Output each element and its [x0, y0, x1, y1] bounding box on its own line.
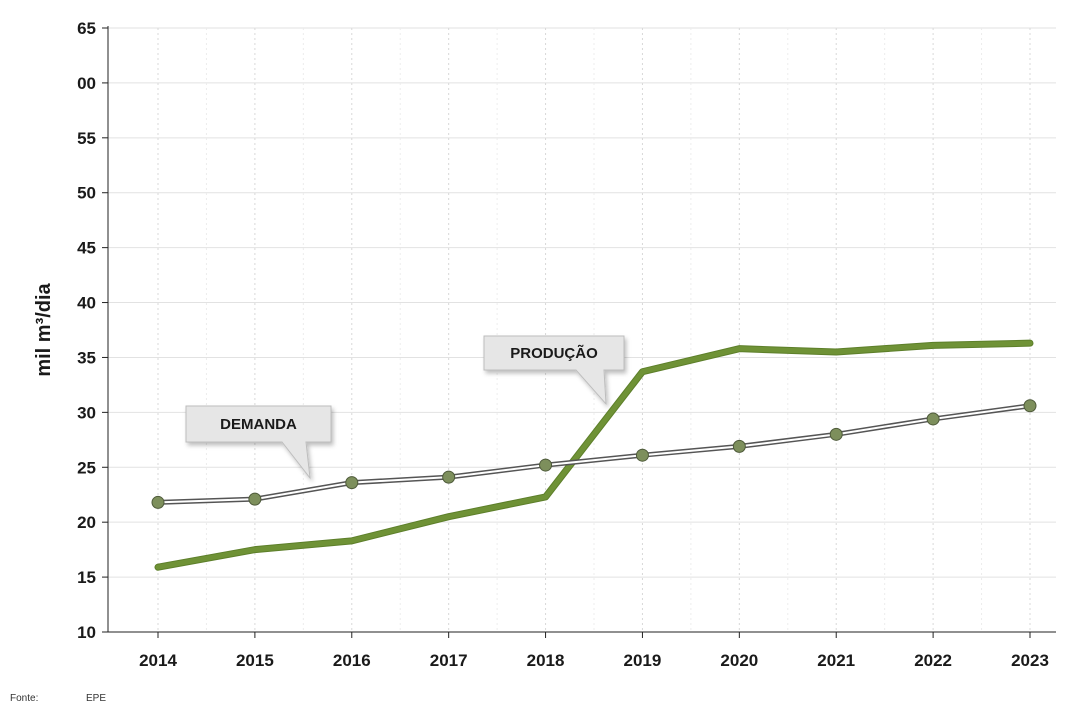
callout-demanda-label: DEMANDA: [220, 416, 297, 433]
axes: [102, 26, 1056, 638]
callout-producao-box: [483, 335, 625, 406]
y-tick-label: 65: [77, 19, 96, 38]
x-tick-label: 2021: [817, 651, 855, 670]
x-axis-ticks: 2014 2015 2016 2017 2018 2019 2020 2021 2022 2023: [139, 651, 1049, 670]
source-label: Fonte:: [10, 693, 39, 704]
x-tick-label: 2018: [527, 651, 565, 670]
callout-producao-label: PRODUÇÃO: [510, 344, 598, 362]
series-point-demanda: [829, 427, 843, 441]
series-point-demanda: [926, 412, 940, 426]
y-axis-label: mil m³/dia: [33, 282, 55, 376]
x-tick-label: 2016: [333, 651, 371, 670]
x-tick-label: 2019: [624, 651, 662, 670]
x-tick-label: 2020: [720, 651, 758, 670]
series-point-demanda: [1023, 399, 1037, 413]
y-tick-label: 50: [77, 184, 96, 203]
y-tick-label: 00: [77, 74, 96, 93]
x-tick-label: 2023: [1011, 651, 1049, 670]
series-line-producao: [155, 340, 1033, 570]
x-tick-label: 2017: [430, 651, 468, 670]
y-tick-label: 30: [77, 403, 96, 422]
series-point-demanda: [539, 458, 553, 472]
callout-demanda: DEMANDA: [185, 405, 332, 480]
series-point-demanda: [635, 448, 649, 462]
series-point-demanda: [442, 470, 456, 484]
series-line-demanda: [157, 404, 1031, 504]
x-tick-label: 2022: [914, 651, 952, 670]
y-axis-ticks: 10 15 20 25 30 35 40 45 50 55 00 65: [77, 19, 96, 642]
x-tick-label: 2014: [139, 651, 177, 670]
y-tick-label: 25: [77, 458, 96, 477]
series-point-demanda: [345, 476, 359, 490]
y-tick-label: 20: [77, 513, 96, 532]
y-tick-label: 15: [77, 568, 96, 587]
series-point-demanda: [732, 439, 746, 453]
y-tick-label: 45: [77, 239, 96, 258]
gridlines: [108, 27, 1056, 632]
y-tick-label: 10: [77, 623, 96, 642]
series-layer: [151, 339, 1037, 571]
source-value: EPE: [86, 693, 107, 704]
callout-demanda-box: [185, 405, 332, 480]
y-tick-label: 55: [77, 129, 96, 148]
series-point-demanda: [248, 492, 262, 506]
series-point-demanda: [151, 495, 165, 509]
y-tick-label: 40: [77, 294, 96, 313]
y-tick-label: 35: [77, 348, 96, 367]
callout-producao: PRODUÇÃO: [483, 335, 625, 406]
x-tick-label: 2015: [236, 651, 274, 670]
